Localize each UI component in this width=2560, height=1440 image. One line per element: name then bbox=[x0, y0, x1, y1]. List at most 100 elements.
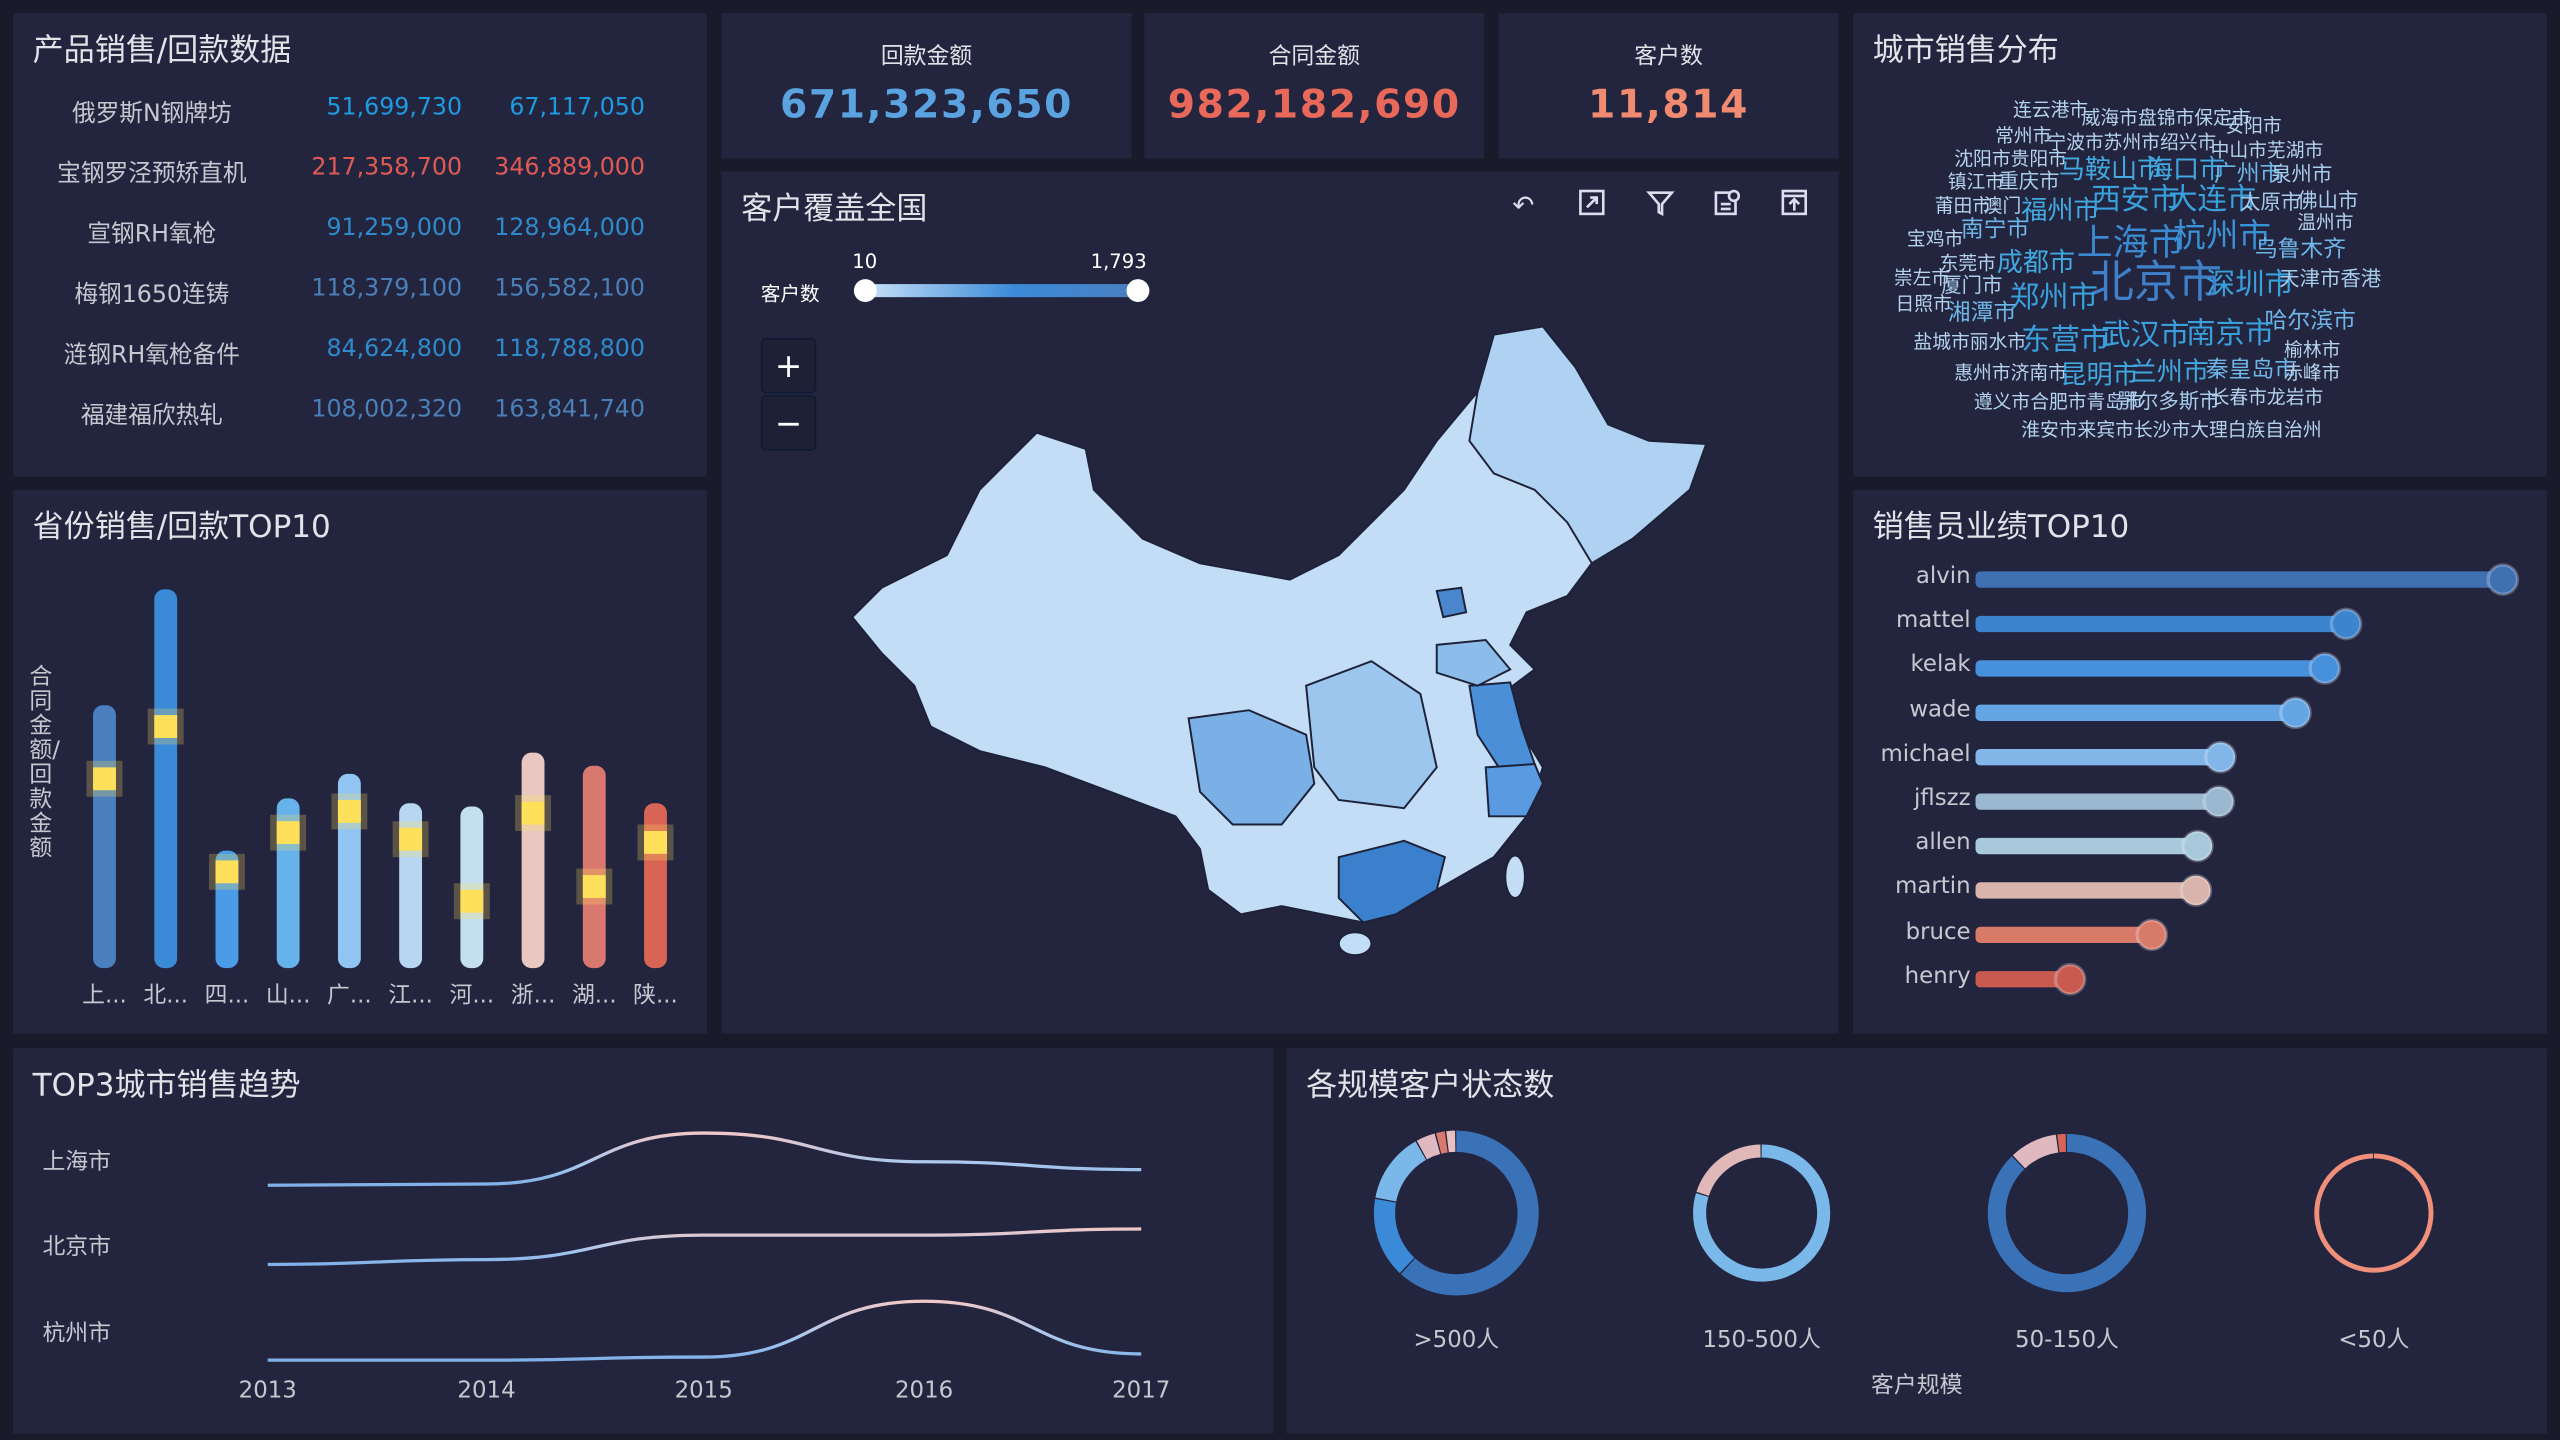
city-word[interactable]: 哈尔滨市 bbox=[2264, 308, 2356, 335]
donut-slice[interactable] bbox=[1373, 1130, 1539, 1296]
zoom-in-button[interactable]: + bbox=[760, 337, 817, 394]
city-word[interactable]: 盐城市丽水市 bbox=[1913, 329, 2027, 353]
staff-bar[interactable] bbox=[1975, 837, 2198, 855]
city-word[interactable]: 大连市 bbox=[2168, 182, 2257, 218]
city-word[interactable]: 榆林市 bbox=[2284, 337, 2341, 361]
map-region[interactable] bbox=[1468, 325, 1708, 565]
donut-slice[interactable] bbox=[1693, 1144, 1831, 1282]
marker-payment[interactable] bbox=[276, 821, 300, 845]
visual-map-handle-max[interactable] bbox=[1126, 279, 1150, 303]
city-word[interactable]: 遵义市合肥市青岛市 bbox=[1973, 390, 2143, 414]
city-word[interactable]: 福州市 bbox=[2021, 194, 2100, 226]
map-region[interactable] bbox=[1435, 638, 1512, 687]
city-word[interactable]: 海口市 bbox=[2146, 153, 2226, 185]
bar-contract[interactable] bbox=[460, 806, 484, 969]
city-word[interactable]: 太原市 bbox=[2239, 189, 2302, 214]
city-word[interactable]: 威海市盘锦市保定市 bbox=[2081, 106, 2251, 129]
staff-bar[interactable] bbox=[1975, 660, 2325, 677]
city-word[interactable]: 澳门 bbox=[1983, 194, 2022, 218]
city-word[interactable]: 杭州市 bbox=[2173, 215, 2272, 255]
map-region-taiwan[interactable] bbox=[1504, 854, 1526, 899]
bar-contract[interactable] bbox=[93, 705, 116, 969]
city-word[interactable]: 乌鲁木齐 bbox=[2254, 236, 2347, 263]
city-word[interactable]: 惠州市济南市 bbox=[1954, 360, 2067, 384]
city-word[interactable]: 鄂尔多斯市 bbox=[2117, 388, 2220, 414]
staff-bar[interactable] bbox=[1975, 615, 2347, 633]
trend-line[interactable] bbox=[267, 1227, 1142, 1267]
staff-bar[interactable] bbox=[1975, 882, 2196, 899]
city-word[interactable]: 镇江市 bbox=[1947, 169, 2005, 193]
city-word[interactable]: 淮安市来宾市长沙市大理白族自治州 bbox=[2021, 417, 2322, 441]
city-word[interactable]: 东营市 bbox=[2021, 323, 2110, 358]
city-word[interactable]: 崇左市 bbox=[1893, 266, 1951, 289]
city-word[interactable]: 佛山市 bbox=[2297, 187, 2359, 213]
city-word[interactable]: 湘潭市 bbox=[1947, 300, 2017, 327]
city-word[interactable]: 常州市 bbox=[1995, 124, 2052, 147]
city-word[interactable]: 沈阳市贵阳市 bbox=[1954, 146, 2067, 170]
city-word[interactable]: 郑州市 bbox=[2009, 280, 2098, 316]
zoom-out-button[interactable]: − bbox=[760, 395, 817, 451]
marker-payment[interactable] bbox=[399, 827, 423, 851]
undo-icon[interactable]: ↶ bbox=[1512, 189, 1535, 221]
city-word[interactable]: 宁波市苏州市绍兴市 bbox=[2047, 130, 2217, 154]
trend-line[interactable] bbox=[267, 1299, 1142, 1362]
marker-payment[interactable] bbox=[93, 767, 116, 791]
map-region[interactable] bbox=[1187, 709, 1316, 826]
marker-payment[interactable] bbox=[154, 715, 178, 738]
city-word[interactable]: 马鞍山市 bbox=[2058, 153, 2164, 185]
city-word[interactable]: 南宁市 bbox=[1960, 217, 2030, 244]
staff-bar[interactable] bbox=[1975, 793, 2219, 810]
city-word[interactable]: 赤峰市 bbox=[2284, 360, 2341, 384]
map-region[interactable] bbox=[1337, 839, 1447, 924]
city-word[interactable]: 日照市 bbox=[1895, 292, 1952, 316]
staff-bar[interactable] bbox=[1975, 704, 2296, 721]
city-word[interactable]: 秦皇岛市 bbox=[2205, 357, 2298, 384]
city-word[interactable]: 长春市龙岩市 bbox=[2210, 385, 2324, 409]
visual-map-handle-min[interactable] bbox=[853, 279, 877, 303]
city-word[interactable]: 东莞市 bbox=[1939, 251, 1996, 275]
map-region[interactable] bbox=[1484, 763, 1544, 818]
marker-payment[interactable] bbox=[460, 889, 484, 913]
map-region[interactable] bbox=[1435, 586, 1468, 619]
city-word[interactable]: 上海市 bbox=[2076, 223, 2185, 265]
marker-payment[interactable] bbox=[582, 875, 606, 898]
bar-contract[interactable] bbox=[521, 752, 545, 969]
donut-slice[interactable] bbox=[1987, 1133, 2147, 1293]
marker-payment[interactable] bbox=[644, 831, 667, 854]
city-word[interactable]: 宝鸡市 bbox=[1906, 226, 1964, 250]
filter-icon[interactable] bbox=[1642, 188, 1678, 224]
restore-icon[interactable] bbox=[1574, 188, 1610, 224]
city-word[interactable]: 武汉市 bbox=[2101, 318, 2190, 353]
bar-contract[interactable] bbox=[582, 765, 606, 969]
donut-slice[interactable] bbox=[2314, 1153, 2434, 1273]
city-word[interactable]: 莆田市 bbox=[1934, 194, 1992, 218]
city-word[interactable]: 厦门市 bbox=[1941, 272, 2003, 298]
trend-line[interactable] bbox=[267, 1131, 1142, 1187]
map-region-hainan[interactable] bbox=[1337, 931, 1373, 957]
city-word[interactable]: 安阳市 bbox=[2225, 114, 2282, 138]
data-view-icon[interactable] bbox=[1709, 188, 1745, 224]
city-word[interactable]: 重庆市 bbox=[1998, 168, 2060, 193]
city-word[interactable]: 中山市芜湖市 bbox=[2210, 138, 2324, 162]
marker-payment[interactable] bbox=[521, 801, 545, 825]
map-region[interactable] bbox=[1305, 660, 1438, 810]
staff-bar[interactable] bbox=[1975, 926, 2152, 944]
save-image-icon[interactable] bbox=[1776, 188, 1812, 224]
visual-map-range-bar[interactable] bbox=[865, 284, 1138, 298]
city-word[interactable]: 昆明市 bbox=[2060, 359, 2139, 391]
city-word[interactable]: 兰州市 bbox=[2130, 355, 2210, 387]
marker-payment[interactable] bbox=[215, 860, 239, 884]
donut-slice[interactable] bbox=[1373, 1130, 1539, 1296]
staff-bar[interactable] bbox=[1975, 571, 2503, 588]
city-word[interactable]: 温州市 bbox=[2297, 210, 2354, 234]
city-word[interactable]: 南京市 bbox=[2186, 316, 2275, 352]
city-word[interactable]: 北京市 bbox=[2089, 257, 2223, 309]
marker-payment[interactable] bbox=[337, 799, 361, 823]
city-word[interactable]: 广州市 bbox=[2213, 161, 2283, 188]
city-word[interactable]: 连云港市 bbox=[2013, 97, 2089, 121]
city-word[interactable]: 深圳市 bbox=[2205, 267, 2294, 303]
city-word[interactable]: 西安市 bbox=[2091, 182, 2180, 218]
city-word[interactable]: 天津市香港 bbox=[2279, 266, 2382, 291]
city-word[interactable]: 泉州市 bbox=[2271, 161, 2333, 187]
